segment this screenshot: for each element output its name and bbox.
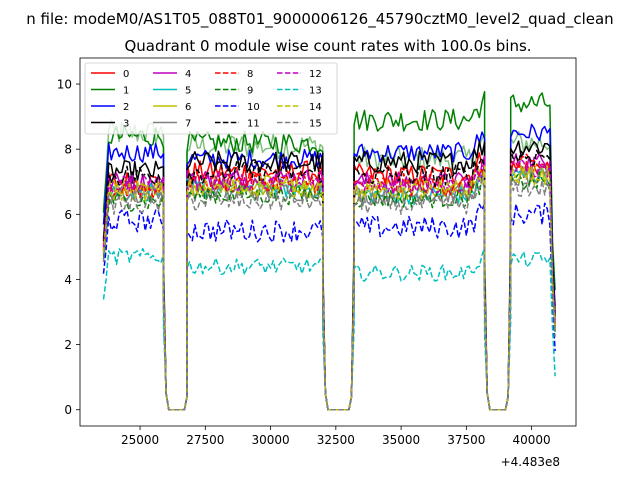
series-line-15 (102, 178, 556, 411)
x-tick-label: 37500 (447, 433, 485, 447)
series-line-14 (102, 165, 556, 411)
legend-label-13: 13 (309, 86, 322, 97)
legend-label-1: 1 (123, 86, 129, 97)
x-tick-label: 32500 (317, 433, 355, 447)
y-tick-label: 10 (57, 78, 72, 92)
legend-label-12: 12 (309, 69, 322, 80)
x-tick-label: 27500 (186, 433, 224, 447)
axes-frame (79, 57, 577, 427)
legend-label-2: 2 (123, 102, 129, 113)
plot-area (102, 90, 556, 411)
chart-title: Quadrant 0 module wise count rates with … (124, 37, 531, 55)
axes: 25000 27500 30000 32500 35000 37500 40000 0 2 4 6 8… (57, 57, 577, 447)
x-tick-label: 35000 (382, 433, 420, 447)
x-tick-label: 25000 (121, 433, 159, 447)
legend-label-7: 7 (185, 119, 191, 130)
legend-label-0: 0 (123, 69, 129, 80)
y-tick-label: 2 (64, 338, 72, 352)
x-tick-label: 30000 (251, 433, 289, 447)
legend-box (84, 62, 338, 135)
y-tick-label: 8 (64, 143, 72, 157)
legend-label-14: 14 (309, 102, 322, 113)
legend-label-11: 11 (247, 119, 260, 130)
legend-label-5: 5 (185, 86, 191, 97)
legend-label-3: 3 (123, 119, 129, 130)
x-axis-offset-label: +4.483e8 (501, 455, 560, 469)
legend-label-10: 10 (247, 102, 260, 113)
legend-label-9: 9 (247, 86, 253, 97)
legend-label-4: 4 (185, 69, 191, 80)
legend-label-15: 15 (309, 119, 322, 130)
figure-suptitle: n file: modeM0/AS1T05_088T01_9000006126_… (26, 10, 613, 29)
y-tick-label: 6 (64, 208, 72, 222)
legend-label-6: 6 (185, 102, 191, 113)
x-tick-label: 40000 (513, 433, 551, 447)
y-tick-label: 0 (64, 403, 72, 417)
legend-label-8: 8 (247, 69, 253, 80)
y-tick-label: 4 (64, 273, 72, 287)
